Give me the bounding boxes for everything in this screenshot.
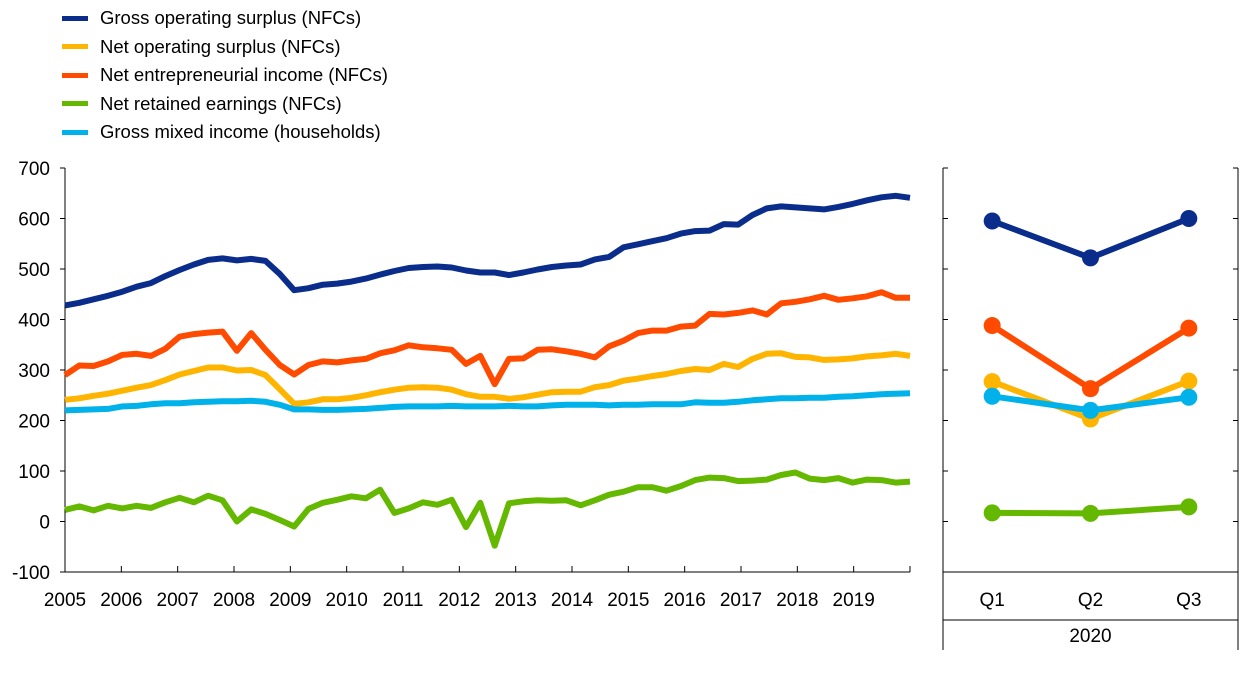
- legend-label: Net entrepreneurial income (NFCs): [100, 64, 388, 86]
- legend-swatch: [62, 129, 88, 135]
- quarter-data-point: [1082, 401, 1099, 419]
- x-tick-label: 2011: [383, 590, 424, 611]
- series-line: [64, 350, 911, 407]
- series-line: [64, 469, 911, 549]
- quarter-data-point: [983, 212, 1001, 230]
- legend-swatch: [62, 15, 88, 21]
- quarter-data-point: [983, 504, 1001, 522]
- quarter-data-point: [983, 387, 1001, 405]
- y-tick-label: -100: [12, 563, 50, 584]
- x-tick-label: 2012: [438, 590, 480, 611]
- x-tick-label: 2005: [44, 590, 86, 611]
- quarter-data-point: [1180, 319, 1198, 337]
- legend-label: Net retained earnings (NFCs): [100, 92, 342, 114]
- quarter-series-line: [990, 323, 1191, 392]
- legend-item: Net entrepreneurial income (NFCs): [62, 61, 388, 90]
- x-tick-label: 2013: [495, 590, 537, 611]
- y-tick-label: 500: [18, 260, 50, 281]
- x-tick-label: 2006: [100, 590, 142, 611]
- x-tick-label: 2007: [157, 590, 199, 611]
- quarter-label: Q2: [1078, 590, 1103, 611]
- quarter-data-point: [1082, 249, 1099, 267]
- quarter-data-point: [983, 373, 1001, 391]
- quarter-data-point: [1180, 388, 1198, 406]
- x-tick-label: 2017: [720, 590, 762, 611]
- quarter-label: Q1: [979, 590, 1004, 611]
- quarter-data-point: [1082, 504, 1099, 522]
- x-tick-label: 2019: [833, 590, 875, 611]
- x-tick-label: 2009: [269, 590, 311, 611]
- chart-legend: Gross operating surplus (NFCs) Net opera…: [62, 4, 388, 147]
- legend-swatch: [62, 72, 88, 78]
- x-tick-label: 2016: [664, 590, 706, 611]
- y-tick-label: 400: [18, 311, 50, 332]
- legend-swatch: [62, 101, 88, 107]
- series-line: [63, 289, 910, 388]
- x-tick-label: 2014: [551, 590, 594, 611]
- x-tick-label: 2008: [213, 590, 255, 611]
- legend-label: Gross mixed income (households): [100, 121, 381, 143]
- y-tick-label: 300: [18, 361, 50, 382]
- quarter-label: Q3: [1176, 590, 1201, 611]
- year-group-label: 2020: [1069, 626, 1111, 647]
- legend-item: Gross operating surplus (NFCs): [62, 4, 388, 33]
- legend-item: Net retained earnings (NFCs): [62, 90, 388, 119]
- y-tick-label: 0: [39, 513, 50, 534]
- quarterly-2020-panel: Q1 Q2 Q3 2020: [942, 167, 1239, 650]
- quarter-data-point: [1082, 380, 1099, 398]
- x-tick-label: 2018: [776, 590, 818, 611]
- y-tick-label: 700: [18, 159, 50, 180]
- series-line: [64, 192, 911, 309]
- quarter-data-point: [1180, 210, 1198, 227]
- legend-item: Gross mixed income (households): [62, 118, 388, 147]
- quarter-data-point: [1180, 372, 1198, 390]
- main-time-series-panel: 700 600 500 400 300 200 100 0 -100 2005 2006 2007 20…: [12, 159, 911, 611]
- x-tick-label: 2010: [326, 590, 368, 611]
- legend-label: Gross operating surplus (NFCs): [100, 7, 362, 29]
- legend-item: Net operating surplus (NFCs): [62, 33, 388, 62]
- series-line: [64, 390, 911, 414]
- y-tick-label: 200: [18, 412, 50, 433]
- y-tick-label: 600: [18, 210, 50, 231]
- legend-swatch: [62, 44, 88, 50]
- legend-label: Net operating surplus (NFCs): [100, 35, 341, 57]
- quarter-data-point: [983, 317, 1001, 335]
- x-tick-label: 2015: [607, 590, 649, 611]
- quarter-data-point: [1180, 498, 1198, 516]
- y-tick-label: 100: [18, 462, 50, 483]
